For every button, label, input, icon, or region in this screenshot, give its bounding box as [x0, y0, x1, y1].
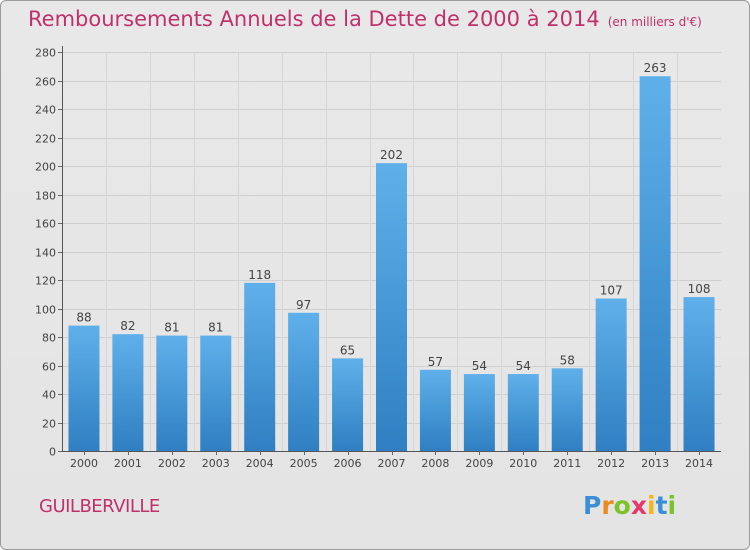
- y-tick-label: 180: [35, 190, 56, 203]
- y-tick-label: 240: [35, 104, 56, 117]
- logo-letter: r: [601, 491, 614, 520]
- x-tick-label: 2012: [597, 457, 625, 470]
- y-tick-label: 280: [35, 47, 56, 60]
- x-tick-label: 2003: [202, 457, 230, 470]
- bar-2009: [463, 374, 495, 451]
- city-name: GUILBERVILLE: [39, 496, 160, 517]
- chart-unit-note: (en milliers d'€): [607, 15, 702, 29]
- bar-value-label: 65: [340, 343, 355, 357]
- bar-2003: [200, 335, 232, 451]
- y-tick-label: 100: [35, 304, 56, 317]
- y-tick-label: 160: [35, 218, 56, 231]
- x-tick-label: 2010: [509, 457, 537, 470]
- bar-value-label: 107: [600, 284, 623, 298]
- x-tick-label: 2013: [641, 457, 669, 470]
- bar-value-label: 81: [208, 321, 223, 335]
- logo-letter: i: [647, 491, 656, 520]
- y-tick-label: 260: [35, 76, 56, 89]
- logo-letter: t: [655, 491, 668, 520]
- x-tick-label: 2004: [246, 457, 274, 470]
- y-tick-label: 140: [35, 247, 56, 260]
- bar-2012: [595, 298, 627, 451]
- x-tick-label: 2000: [70, 457, 98, 470]
- bar-value-label: 88: [76, 311, 91, 325]
- x-tick-label: 2009: [465, 457, 493, 470]
- bar-2000: [68, 325, 100, 451]
- x-tick-label: 2001: [114, 457, 142, 470]
- y-tick-label: 220: [35, 133, 56, 146]
- bar-2006: [332, 358, 364, 451]
- bar-2008: [419, 369, 451, 451]
- bar-value-label: 58: [560, 353, 575, 367]
- bar-2002: [156, 335, 188, 451]
- x-tick-label: 2006: [334, 457, 362, 470]
- x-tick-label: 2008: [421, 457, 449, 470]
- x-tick-label: 2011: [553, 457, 581, 470]
- bar-2004: [244, 282, 276, 451]
- bars: [68, 76, 715, 451]
- proxiti-logo: Proxiti: [583, 491, 676, 520]
- chart-title-block: Remboursements Annuels de la Dette de 20…: [28, 7, 702, 31]
- logo-letter: i: [667, 491, 677, 520]
- bar-2001: [112, 334, 144, 451]
- x-tick-label: 2002: [158, 457, 186, 470]
- bar-2011: [551, 368, 583, 451]
- bar-2010: [507, 374, 539, 451]
- bar-value-label: 54: [516, 359, 531, 373]
- x-tick-label: 2005: [290, 457, 318, 470]
- chart-title: Remboursements Annuels de la Dette de 20…: [28, 7, 600, 31]
- bar-value-label: 108: [688, 282, 711, 296]
- y-tick-label: 80: [42, 332, 56, 345]
- bar-value-label: 54: [472, 359, 487, 373]
- y-tick-label: 20: [42, 418, 56, 431]
- bar-2013: [639, 76, 671, 451]
- bar-2014: [683, 297, 715, 451]
- bar-value-label: 202: [380, 148, 403, 162]
- logo-letter: o: [613, 491, 631, 520]
- axes: [58, 46, 721, 455]
- labels: 0 20 40 60 80 100 120 140 160 180 200 220 240 260 280 8…: [35, 47, 713, 471]
- bar-value-label: 263: [644, 61, 667, 75]
- x-tick-label: 2007: [378, 457, 406, 470]
- x-tick-label: 2014: [685, 457, 713, 470]
- logo-letter: P: [583, 491, 602, 520]
- logo-letter: x: [630, 491, 647, 520]
- y-tick-label: 60: [42, 361, 56, 374]
- y-tick-label: 40: [42, 389, 56, 402]
- bar-value-label: 97: [296, 298, 311, 312]
- bar-value-label: 57: [428, 355, 443, 369]
- y-tick-label: 200: [35, 161, 56, 174]
- bar-value-label: 81: [164, 321, 179, 335]
- bar-value-label: 118: [248, 268, 271, 282]
- bar-2005: [288, 312, 320, 451]
- bar-2007: [376, 163, 407, 451]
- y-tick-label: 120: [35, 275, 56, 288]
- bar-value-label: 82: [120, 319, 135, 333]
- y-tick-label: 0: [49, 446, 56, 459]
